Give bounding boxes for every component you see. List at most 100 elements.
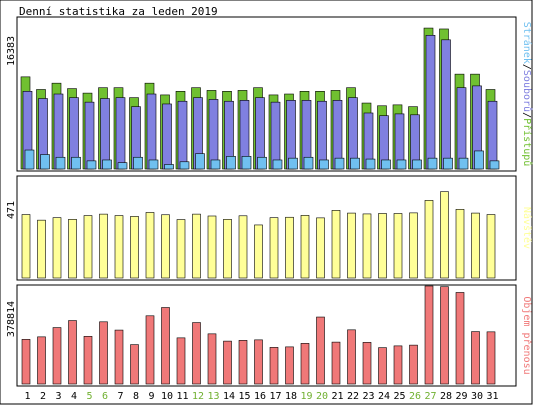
bar-stranek-day-18 — [288, 157, 298, 170]
series-legend-label: Návštěv — [521, 207, 533, 249]
panel-visits: 471 Návštěv — [6, 175, 533, 281]
bar-visits-day-15 — [238, 215, 248, 279]
bar-transfer-day-18 — [285, 346, 294, 385]
day-tick-3: 3 — [55, 391, 61, 402]
day-tick-20: 20 — [316, 391, 328, 402]
bar-stranek-day-9 — [148, 159, 159, 170]
bar-stranek-day-31 — [489, 160, 500, 170]
legend-part: Návštěv — [521, 207, 533, 249]
bar-souboru-day-27 — [425, 35, 436, 170]
bar-transfer-day-23 — [362, 342, 372, 385]
day-tick-22: 22 — [347, 391, 359, 402]
bar-visits-day-10 — [161, 214, 170, 279]
day-tick-26: 26 — [409, 391, 421, 402]
panel-transfer: 378814 Objem přenosu — [6, 284, 533, 387]
day-tick-24: 24 — [378, 391, 390, 402]
bar-visits-day-21 — [331, 210, 341, 279]
bar-stranek-day-21 — [334, 157, 345, 170]
day-tick-4: 4 — [71, 391, 77, 402]
day-tick-8: 8 — [133, 391, 139, 402]
bar-souboru-day-31 — [487, 100, 498, 170]
bar-transfer-day-1 — [21, 339, 31, 385]
bar-transfer-day-13 — [207, 333, 217, 385]
bar-souboru-day-11 — [177, 100, 188, 170]
ymax-label: 378814 — [6, 301, 17, 337]
day-tick-17: 17 — [269, 391, 281, 402]
bar-transfer-day-27 — [424, 285, 434, 385]
day-tick-10: 10 — [161, 391, 173, 402]
bar-visits-day-22 — [347, 212, 356, 279]
day-tick-18: 18 — [285, 391, 297, 402]
day-tick-30: 30 — [471, 391, 483, 402]
day-axis: 1 2 3 4 5 6 7 8 9 10 11 12 13 14 15 16 17 18 19 20 21 22 23 24 2… — [24, 391, 498, 402]
bar-visits-day-18 — [285, 216, 294, 279]
legend-part: Přístupů — [521, 118, 533, 166]
bar-visits-day-2 — [37, 219, 46, 279]
panel-frame — [16, 175, 517, 281]
bar-transfer-day-25 — [393, 345, 403, 385]
bar-souboru-day-7 — [115, 97, 126, 170]
day-tick-16: 16 — [254, 391, 266, 402]
bar-transfer-day-26 — [409, 344, 418, 385]
bar-stranek-day-11 — [179, 161, 190, 170]
bar-transfer-day-10 — [161, 307, 170, 385]
day-tick-11: 11 — [176, 391, 188, 402]
day-tick-27: 27 — [424, 391, 436, 402]
bar-visits-day-26 — [409, 212, 418, 279]
bar-visits-day-28 — [440, 191, 449, 279]
bar-souboru-day-13 — [208, 99, 219, 170]
bar-stranek-day-27 — [427, 157, 438, 170]
bar-transfer-day-14 — [223, 340, 232, 385]
day-tick-28: 28 — [440, 391, 452, 402]
legend-part: Stránek — [521, 22, 533, 64]
bar-visits-day-11 — [176, 219, 186, 279]
bar-stranek-day-7 — [117, 162, 128, 170]
bar-transfer-day-7 — [114, 329, 124, 385]
panel-traffic: 16383 Stránek/Souborů/Přístupů — [6, 16, 533, 172]
ymax-label: 16383 — [6, 36, 17, 66]
bar-transfer-day-15 — [238, 340, 248, 385]
bar-visits-day-17 — [269, 217, 279, 279]
day-tick-5: 5 — [86, 391, 92, 402]
bar-stranek-day-5 — [86, 160, 97, 170]
bar-visits-day-9 — [145, 212, 155, 279]
bar-transfer-day-6 — [99, 321, 108, 385]
bar-visits-day-1 — [21, 214, 31, 279]
bar-stranek-day-16 — [257, 156, 267, 170]
bar-transfer-day-24 — [378, 347, 387, 385]
bar-visits-day-29 — [455, 209, 465, 279]
bar-souboru-day-5 — [84, 101, 95, 170]
bar-souboru-day-29 — [456, 87, 467, 170]
bar-stranek-day-2 — [40, 154, 50, 170]
day-tick-1: 1 — [24, 391, 30, 402]
bar-stranek-day-22 — [350, 157, 360, 170]
bar-stranek-day-17 — [272, 159, 283, 170]
bar-stranek-day-13 — [210, 159, 221, 170]
bar-visits-day-13 — [207, 215, 217, 279]
bar-visits-day-4 — [68, 219, 77, 279]
day-tick-29: 29 — [455, 391, 467, 402]
bar-transfer-day-31 — [486, 331, 496, 385]
bar-transfer-day-9 — [145, 315, 155, 385]
bar-transfer-day-12 — [192, 322, 201, 385]
bar-visits-day-7 — [114, 215, 124, 279]
panel-frame — [16, 16, 517, 172]
bar-stranek-day-8 — [133, 156, 143, 170]
bar-visits-day-30 — [471, 212, 480, 279]
day-tick-19: 19 — [300, 391, 312, 402]
bar-stranek-day-1 — [24, 149, 35, 170]
bar-visits-day-31 — [486, 214, 496, 279]
legend-part: Objem přenosu — [521, 296, 533, 374]
bar-stranek-day-20 — [319, 159, 329, 170]
bar-visits-day-27 — [424, 200, 434, 279]
bar-visits-day-16 — [254, 224, 263, 279]
bar-stranek-day-14 — [226, 156, 236, 170]
bar-visits-day-6 — [99, 213, 108, 279]
bar-transfer-day-28 — [440, 286, 449, 385]
day-tick-23: 23 — [362, 391, 374, 402]
bar-visits-day-5 — [83, 215, 93, 279]
bar-transfer-day-5 — [83, 336, 93, 385]
bar-stranek-day-30 — [474, 150, 484, 170]
bar-stranek-day-6 — [102, 159, 112, 170]
